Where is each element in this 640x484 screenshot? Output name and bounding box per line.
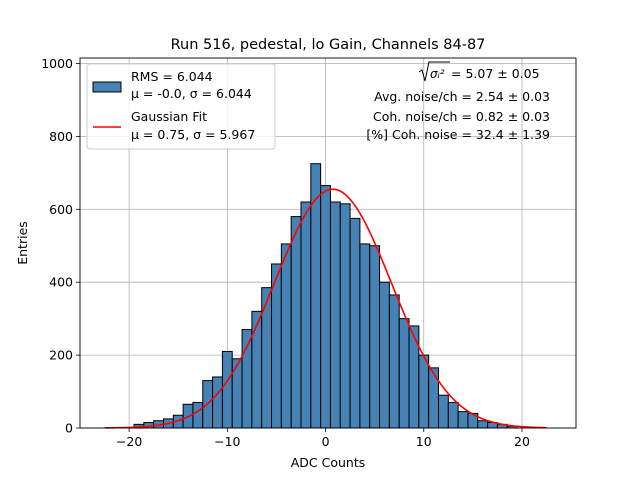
histogram-bar <box>231 358 243 429</box>
avg-noise-text: Avg. noise/ch = 2.54 ± 0.03 <box>374 89 550 104</box>
histogram-bar <box>398 318 410 429</box>
legend-histogram-line-2: μ = -0.0, σ = 6.044 <box>131 86 252 101</box>
sqrt-symbol <box>418 61 450 82</box>
y-tick-label: 200 <box>49 348 73 363</box>
chart-title: Run 516, pedestal, lo Gain, Channels 84-… <box>171 37 486 53</box>
histogram-bar <box>418 354 430 429</box>
x-tick-label: −10 <box>214 434 240 449</box>
y-tick-label: 1000 <box>41 56 73 71</box>
pct-coh-noise-text: [%] Coh. noise = 32.4 ± 1.39 <box>366 127 550 142</box>
histogram-bar <box>192 401 204 429</box>
histogram-bar <box>379 281 390 429</box>
legend-histogram-line-1: RMS = 6.044 <box>131 69 213 84</box>
histogram-bar <box>251 310 263 429</box>
y-tick-label: 600 <box>49 202 73 217</box>
y-tick-label: 400 <box>49 275 73 290</box>
legend-fit-line-2: μ = 0.75, σ = 5.967 <box>131 127 255 142</box>
histogram-bar <box>477 420 489 429</box>
y-tick-label: 0 <box>65 421 73 436</box>
legend-box <box>86 63 276 150</box>
histogram-bar <box>280 243 292 429</box>
legend-fit-line-1: Gaussian Fit <box>131 109 207 124</box>
histogram-bar <box>221 350 233 429</box>
gaussian-fit-curve <box>104 188 547 429</box>
histogram-bar <box>271 263 282 429</box>
x-axis-label: ADC Counts <box>291 455 366 470</box>
noise-annotations: σᵢ² = 5.07 ± 0.05 Avg. noise/ch = 2.54 ±… <box>366 61 550 142</box>
x-tick-label: 20 <box>514 434 530 449</box>
legend: RMS = 6.044 μ = -0.0, σ = 6.044 Gaussian… <box>86 63 276 150</box>
histogram-bar <box>388 294 400 429</box>
legend-histogram-swatch <box>92 81 122 93</box>
sqrt-value: = 5.07 ± 0.05 <box>451 66 540 81</box>
x-tick-label: 0 <box>322 434 330 449</box>
histogram-bar <box>241 329 253 429</box>
histogram-bar <box>290 216 302 429</box>
x-tick-label: 10 <box>416 434 432 449</box>
y-tick-label: 800 <box>49 129 73 144</box>
histogram-bar <box>320 185 331 429</box>
histogram-bar <box>447 401 459 429</box>
histogram-bar <box>359 243 371 429</box>
coh-noise-text: Coh. noise/ch = 0.82 ± 0.03 <box>373 109 550 124</box>
histogram-bar <box>408 325 420 429</box>
x-tick-label: −20 <box>116 434 142 449</box>
sqrt-argument: σᵢ² <box>430 67 445 81</box>
histogram-bar <box>300 201 312 429</box>
histogram-bar <box>329 201 341 429</box>
plot-frame <box>79 57 577 429</box>
histogram-bar <box>349 217 361 429</box>
y-axis-label: Entries <box>15 221 30 265</box>
histogram-bar <box>457 411 469 429</box>
histogram-bar <box>437 394 449 429</box>
histogram-bar <box>212 376 223 429</box>
histogram-bar <box>369 245 381 429</box>
histogram-bar <box>339 203 351 429</box>
histogram-bar <box>428 367 439 429</box>
